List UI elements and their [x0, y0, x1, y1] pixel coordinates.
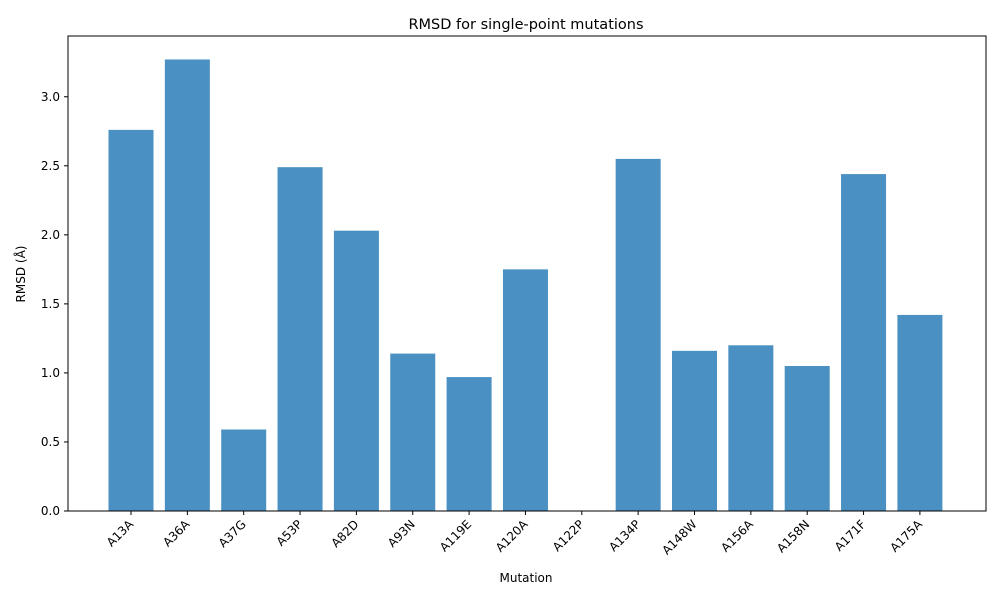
- y-tick-label: 1.0: [41, 366, 60, 380]
- bar-a82d: [333, 230, 379, 511]
- x-tick-label: A53P: [274, 517, 306, 549]
- bar-a171f: [841, 174, 887, 511]
- y-axis-label: RMSD (Å): [13, 246, 28, 303]
- x-tick-label: A148W: [659, 517, 699, 557]
- bar-a13a: [108, 129, 154, 511]
- bar-a37g: [221, 429, 267, 511]
- x-tick-label: A158N: [774, 517, 812, 555]
- x-tick-label: A93N: [385, 517, 418, 550]
- y-tick-label: 0.5: [41, 435, 60, 449]
- bar-a158n: [784, 366, 830, 511]
- bar-a134p: [615, 158, 661, 511]
- y-tick-label: 2.5: [41, 159, 60, 173]
- y-tick-label: 0.0: [41, 504, 60, 518]
- bar-a36a: [164, 59, 210, 511]
- x-axis-label: Mutation: [499, 571, 552, 585]
- bar-a93n: [390, 353, 436, 511]
- bar-a148w: [672, 350, 717, 511]
- y-axis: 0.0 0.5 1.0 1.5 2.0 2.5 3.0: [41, 90, 68, 518]
- x-tick-label: A134P: [606, 517, 643, 554]
- plot-frame: [67, 35, 987, 512]
- x-axis: A13A A36A A37G A53P A82D A93N A119E A120A A122P A…: [104, 511, 926, 558]
- chart-title: RMSD for single-point mutations: [408, 17, 643, 33]
- x-tick-label: A175A: [887, 517, 925, 555]
- bar-a53p: [277, 167, 323, 512]
- bar-a156a: [728, 345, 774, 511]
- y-tick-label: 2.0: [41, 228, 60, 242]
- x-tick-label: A13A: [104, 517, 137, 550]
- x-tick-label: A122P: [550, 517, 587, 554]
- x-tick-label: A120A: [493, 517, 531, 555]
- bar-a175a: [897, 314, 943, 511]
- x-tick-label: A171F: [832, 517, 869, 554]
- x-tick-label: A82D: [328, 517, 361, 550]
- x-tick-label: A37G: [216, 517, 249, 550]
- x-tick-label: A36A: [160, 517, 193, 550]
- bar-a119e: [446, 377, 492, 511]
- x-tick-label: A119E: [437, 517, 474, 554]
- y-tick-label: 1.5: [41, 297, 60, 311]
- bars-group: [108, 59, 943, 512]
- y-tick-label: 3.0: [41, 90, 60, 104]
- x-tick-label: A156A: [718, 517, 756, 555]
- bar-a120a: [502, 269, 548, 511]
